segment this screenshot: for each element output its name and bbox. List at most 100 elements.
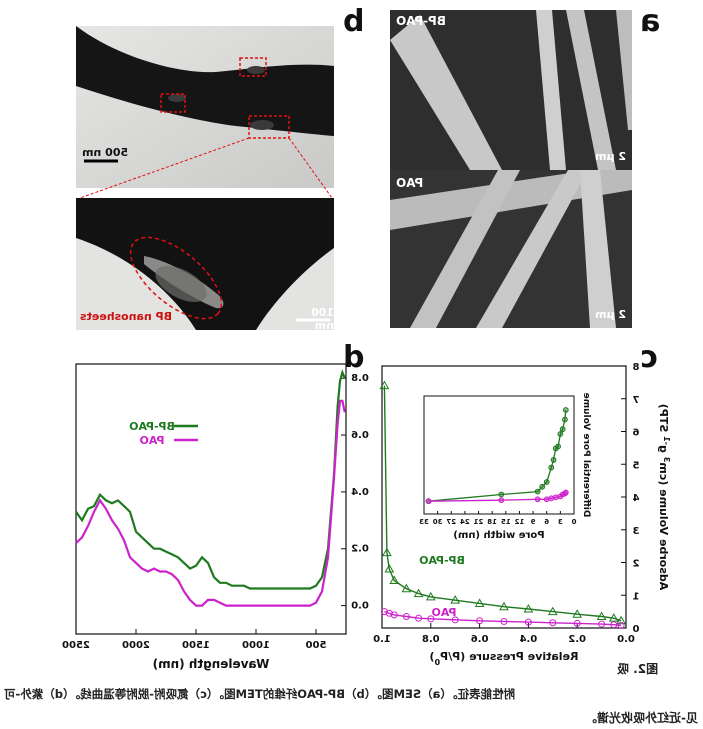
bet-y-axis-label-part: STP) bbox=[657, 404, 670, 436]
bet-inset-x-tick-label: 18 bbox=[487, 518, 497, 526]
bet-point-bp-pao bbox=[572, 609, 583, 618]
bet-point-bp-pao bbox=[450, 595, 461, 604]
uv-x-axis-label: Wavelength (nm) bbox=[153, 657, 270, 671]
bet-inset-point-pao bbox=[552, 494, 559, 501]
sem-image-bp-pao: BP-PAO 2 μm bbox=[390, 10, 632, 170]
bet-point-pao bbox=[385, 609, 393, 617]
panel-letter-a: a bbox=[640, 4, 661, 39]
bet-y-axis-label-part: -1 bbox=[663, 436, 672, 445]
uv-series-line-bp-pao bbox=[75, 369, 346, 590]
uv-x-tick-label: 1500 bbox=[182, 640, 210, 651]
uv-y-tick-label: 0.0 bbox=[351, 601, 369, 612]
bet-x-tick-label: 1.0 bbox=[373, 634, 391, 645]
bet-y-axis-label-part: g bbox=[657, 445, 670, 457]
bet-inset-x-tick-label: 27 bbox=[446, 518, 456, 526]
bet-y-tick-label: 1 bbox=[632, 591, 639, 602]
uv-legend-label: PAO bbox=[140, 434, 165, 447]
scale-label-100nm: 100 nm bbox=[311, 306, 334, 330]
uv-y-tick-label: 0.6 bbox=[351, 430, 369, 441]
bet-point-pao bbox=[390, 611, 398, 619]
uv-vis-nir-chart: 2500 2000 1500 1000 500 0.0 0.2 0.4 0.6 0.8 Wavele… bbox=[62, 363, 369, 671]
bp-nanosheets-annotation: BP nanosheets bbox=[80, 310, 173, 323]
bet-point-bp-pao bbox=[389, 575, 400, 585]
bet-y-axis-label-part: Adsorbe Volume (cm bbox=[657, 462, 670, 590]
bet-inset-point-bp-pao bbox=[539, 483, 546, 490]
bet-point-pao bbox=[402, 613, 410, 621]
bet-inset-point-bp-pao bbox=[562, 416, 568, 423]
sem-top-scale: 2 μm bbox=[595, 150, 627, 163]
caption-line-3: 见-近红外吸收光谱。 bbox=[585, 711, 698, 725]
sem-bottom-label: PAO bbox=[396, 176, 424, 190]
bet-inset-x-tick-label: 3 bbox=[558, 518, 563, 526]
bet-x-tick-label: 0.0 bbox=[617, 634, 635, 645]
bet-y-tick-label: 7 bbox=[632, 395, 639, 406]
bet-point-pao bbox=[427, 615, 435, 623]
bet-series-label: PAO bbox=[432, 606, 457, 619]
bet-inset-x-tick-label: 0 bbox=[571, 518, 576, 526]
uv-x-tick-label: 2000 bbox=[122, 640, 150, 651]
bet-y-tick-label: 4 bbox=[632, 493, 639, 504]
bet-inset-point-bp-pao bbox=[543, 479, 550, 485]
sem-bottom-scale: 2 μm bbox=[595, 308, 627, 321]
bet-x-axis-label-close: ) bbox=[430, 650, 435, 663]
bet-y-tick-label: 5 bbox=[632, 460, 639, 471]
bet-inset-x-tick-label: 33 bbox=[419, 518, 429, 526]
bet-point-bp-pao bbox=[616, 615, 626, 625]
bet-y-tick-label: 2 bbox=[632, 559, 639, 570]
bet-inset-x-tick-label: 21 bbox=[474, 518, 484, 526]
bet-point-pao bbox=[380, 608, 388, 616]
bet-inset-point-bp-pao bbox=[534, 488, 541, 495]
bet-point-bp-pao bbox=[401, 583, 412, 593]
uv-series-line-pao bbox=[75, 399, 346, 607]
bet-point-bp-pao bbox=[382, 547, 392, 557]
bet-inset-point-bp-pao bbox=[562, 407, 569, 413]
bet-inset-x-label: Pore width (nm) bbox=[453, 530, 544, 541]
tem-image-overview: 500 nm bbox=[76, 26, 334, 188]
bet-inset-point-pao bbox=[425, 498, 432, 505]
bet-series-label: BP-PAO bbox=[419, 554, 465, 567]
bet-x-tick-label: 0.6 bbox=[471, 634, 489, 645]
uv-legend-label: BP-PAO bbox=[129, 420, 175, 433]
bet-x-tick-label: 0.4 bbox=[520, 634, 538, 645]
bet-inset-x-tick-label: 6 bbox=[544, 518, 549, 526]
uv-plot-frame bbox=[75, 363, 347, 635]
sem-top-label: BP-PAO bbox=[396, 14, 446, 28]
bet-inset-x-tick-label: 15 bbox=[501, 518, 511, 526]
bet-x-axis-label-sub: 0 bbox=[434, 658, 440, 667]
uv-y-tick-label: 0.8 bbox=[351, 373, 369, 384]
bet-point-pao bbox=[549, 619, 557, 627]
bet-inset-point-pao bbox=[498, 497, 505, 504]
bet-inset-point-bp-pao bbox=[559, 426, 566, 433]
bet-point-bp-pao bbox=[499, 601, 509, 611]
bet-x-tick-label: 0.2 bbox=[568, 634, 586, 645]
bet-point-bp-pao bbox=[425, 591, 436, 601]
bet-inset-point-bp-pao bbox=[557, 431, 564, 437]
bet-y-axis-label: Adsorbe Volume (cm3 g-1 STP) bbox=[657, 404, 672, 590]
bet-point-bp-pao bbox=[596, 611, 607, 621]
bet-point-pao bbox=[451, 616, 459, 624]
bet-x-tick-label: 0.8 bbox=[422, 634, 440, 645]
bet-inset-point-pao bbox=[548, 495, 555, 502]
sem-image-pao: PAO 2 μm bbox=[390, 170, 632, 328]
bet-inset-point-bp-pao bbox=[555, 443, 561, 450]
bet-point-pao bbox=[415, 614, 423, 622]
bet-point-bp-pao bbox=[413, 588, 424, 598]
uv-x-tick-label: 2500 bbox=[62, 640, 90, 651]
tem-image-zoom: 100 nm BP nanosheets bbox=[76, 198, 334, 330]
bet-x-axis-label: Relative Pressure (P/P0) bbox=[430, 650, 579, 667]
bet-point-pao bbox=[524, 618, 532, 626]
bet-point-pao bbox=[610, 621, 618, 629]
bet-inset-x-tick-label: 12 bbox=[514, 518, 524, 526]
bet-y-axis-label-part: 3 bbox=[663, 457, 672, 463]
bet-point-bp-pao bbox=[384, 564, 395, 573]
bet-point-pao bbox=[617, 621, 625, 629]
bet-y-tick-label: 6 bbox=[632, 428, 639, 439]
bet-y-tick-label: 3 bbox=[632, 526, 639, 537]
bet-inset-x-tick-label: 24 bbox=[460, 518, 470, 526]
caption-line-1: 图2. 吸 bbox=[617, 662, 659, 676]
bet-y-tick-label: 8 bbox=[632, 362, 639, 373]
bet-series-line-pao bbox=[384, 610, 622, 627]
uv-y-tick-label: 0.4 bbox=[351, 487, 369, 498]
